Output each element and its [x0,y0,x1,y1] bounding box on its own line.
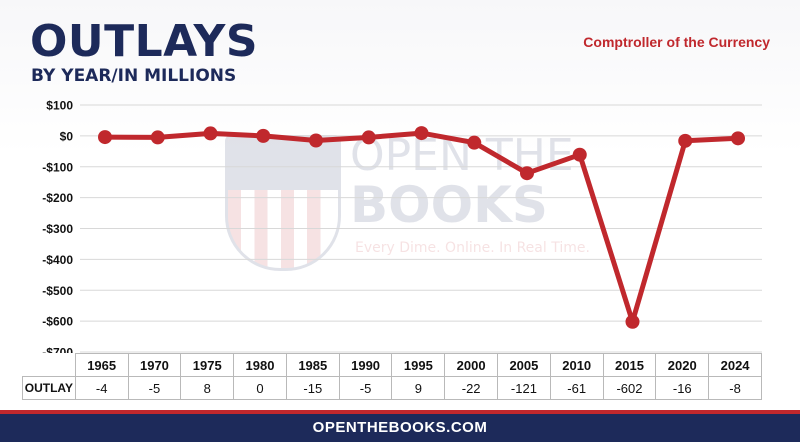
year-cell: 1995 [391,353,446,377]
outlay-value-cell: -4 [74,376,129,400]
table-corner [22,353,76,377]
outlay-value-cell: 8 [180,376,235,400]
outlay-value-cell: -61 [549,376,604,400]
y-tick-label: -$400 [42,253,73,267]
y-tick-label: $100 [46,99,73,113]
outlay-row-label: OUTLAY [22,376,76,400]
y-tick-label: -$300 [42,222,73,236]
source-label: Comptroller of the Currency [583,34,770,50]
outlay-value-cell: 9 [391,376,446,400]
data-point [414,126,429,141]
y-tick-label: -$100 [42,160,73,174]
outlay-value-cell: -15 [285,376,340,400]
outlay-value-cell: 0 [233,376,287,400]
outlay-value-cell: -16 [655,376,710,400]
data-point [467,135,482,150]
year-cell: 1975 [180,353,235,377]
data-table: 1965 1970 1975 1980 1985 1990 1995 2000 2005 2010… [22,353,762,400]
year-cell: 1990 [338,353,393,377]
outlay-value-cell: -5 [338,376,393,400]
year-cell: 1980 [233,353,287,377]
data-point [203,126,218,141]
chart-subtitle: BY YEAR/IN MILLIONS [31,66,237,86]
year-cell: 2020 [655,353,710,377]
year-cell: 2015 [602,353,657,377]
year-cell: 1985 [285,353,340,377]
data-point [520,166,534,181]
data-point [625,314,640,329]
outlay-value-cell: -5 [127,376,182,400]
year-cell: 2010 [549,353,604,377]
outlay-value-cell: -22 [444,376,499,400]
outlay-value-cell: -602 [602,376,657,400]
data-point [309,133,323,148]
outlay-value-cell: -8 [708,376,762,400]
outlay-row: OUTLAY -4 -5 8 0 -15 -5 9 -22 -121 -61 -602 -16 -8 [22,376,762,400]
series-line [104,130,739,325]
outlay-value-cell: -121 [497,376,551,400]
y-tick-label: -$200 [42,191,73,205]
data-point [98,130,112,145]
year-cell: 2005 [497,353,551,377]
y-tick-label: -$500 [42,284,73,298]
data-point [731,131,745,146]
data-point [361,130,376,145]
series-layer [98,126,745,329]
data-point [572,147,587,162]
chart-title: OUTLAYS [30,16,259,67]
data-point [678,133,693,148]
footer-website: OPENTHEBOOKS.COM [0,414,800,442]
year-header-row: 1965 1970 1975 1980 1985 1990 1995 2000 2005 2010… [22,353,762,377]
data-point [150,130,165,145]
year-cell: 1965 [74,353,129,377]
footer-accent-line [0,410,800,414]
year-cell: 1970 [127,353,182,377]
y-tick-label: -$600 [42,315,73,329]
year-cell: 2024 [708,353,762,377]
y-tick-label: $0 [60,129,74,143]
year-cell: 2000 [444,353,499,377]
y-axis-ticks: $100$0-$100-$200-$300-$400-$500-$600-$70… [42,99,73,360]
data-point [256,128,271,143]
